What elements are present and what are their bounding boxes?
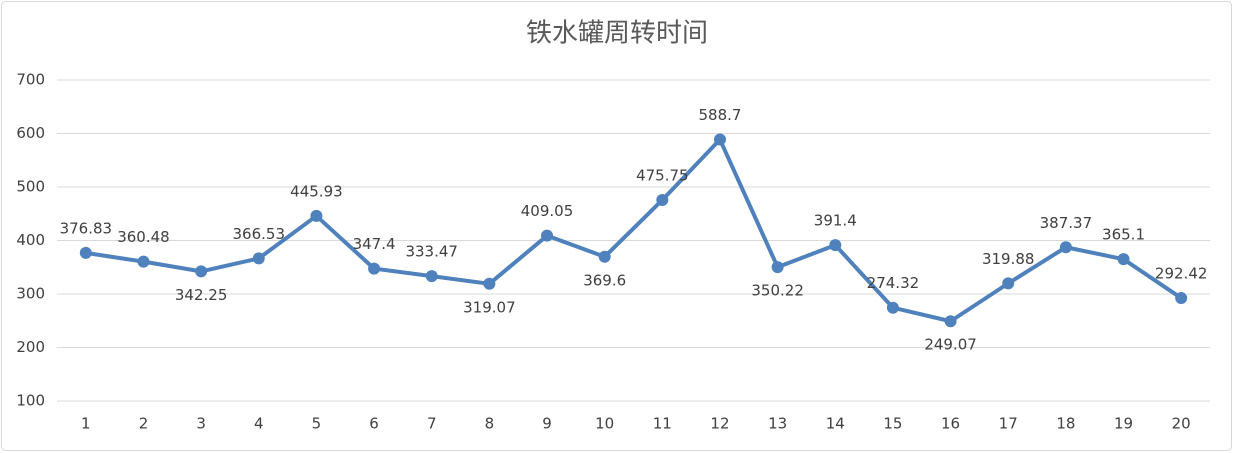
x-tick-label: 6 xyxy=(369,415,379,433)
y-tick-label: 500 xyxy=(16,178,45,196)
data-label: 376.83 xyxy=(60,219,113,237)
data-label: 365.1 xyxy=(1102,226,1145,244)
data-label: 391.4 xyxy=(814,212,857,230)
line xyxy=(85,137,1183,324)
marker xyxy=(886,301,899,314)
marker xyxy=(1175,292,1188,305)
data-label: 409.05 xyxy=(521,202,574,220)
data-label: 588.7 xyxy=(698,106,741,124)
x-tick-label: 19 xyxy=(1114,415,1133,433)
marker xyxy=(252,252,265,265)
x-tick-label: 20 xyxy=(1172,415,1191,433)
x-tick-label: 12 xyxy=(710,415,729,433)
x-tick-label: 7 xyxy=(427,415,437,433)
marker xyxy=(79,246,92,259)
x-tick-label: 4 xyxy=(254,415,264,433)
x-tick-label: 1 xyxy=(81,415,91,433)
y-tick-label: 700 xyxy=(16,71,45,89)
chart-title: 铁水罐周转时间 xyxy=(526,19,708,49)
marker xyxy=(195,265,208,278)
marker xyxy=(713,133,726,146)
x-tick-label: 3 xyxy=(196,415,206,433)
data-label: 347.4 xyxy=(353,235,396,253)
x-tick-label: 16 xyxy=(941,415,960,433)
x-tick-label: 2 xyxy=(139,415,149,433)
data-label: 274.32 xyxy=(867,274,920,292)
data-label: 319.07 xyxy=(463,298,516,316)
marker xyxy=(137,255,150,268)
data-label: 333.47 xyxy=(405,243,458,261)
marker xyxy=(483,277,496,290)
data-label: 350.22 xyxy=(751,282,804,300)
marker xyxy=(368,262,381,275)
x-tick-label: 8 xyxy=(485,415,495,433)
x-tick-label: 9 xyxy=(542,415,552,433)
x-tick-label: 14 xyxy=(826,415,845,433)
data-label: 366.53 xyxy=(233,225,286,243)
data-label: 249.07 xyxy=(924,336,977,354)
x-tick-label: 10 xyxy=(595,415,614,433)
data-label: 445.93 xyxy=(290,182,343,200)
x-tick-label: 18 xyxy=(1056,415,1075,433)
marker xyxy=(656,193,669,206)
y-tick-label: 400 xyxy=(16,231,45,249)
marker xyxy=(1002,277,1015,290)
marker xyxy=(310,209,323,222)
data-label: 319.88 xyxy=(982,250,1035,268)
marker xyxy=(944,315,957,328)
x-tick-label: 13 xyxy=(768,415,787,433)
marker xyxy=(1117,253,1130,266)
y-tick-label: 300 xyxy=(16,285,45,303)
marker xyxy=(829,239,842,252)
data-label: 342.25 xyxy=(175,286,228,304)
marker xyxy=(1059,241,1072,254)
y-tick-label: 200 xyxy=(16,338,45,356)
y-tick-label: 100 xyxy=(16,392,45,410)
x-tick-label: 17 xyxy=(999,415,1018,433)
marker xyxy=(541,229,554,242)
marker xyxy=(771,261,784,274)
data-label: 475.75 xyxy=(636,166,689,184)
y-tick-label: 600 xyxy=(16,124,45,142)
marker xyxy=(425,270,438,283)
data-label: 369.6 xyxy=(583,271,626,289)
data-label: 292.42 xyxy=(1155,265,1208,283)
x-tick-label: 11 xyxy=(653,415,672,433)
data-label: 360.48 xyxy=(117,228,170,246)
x-tick-label: 5 xyxy=(312,415,322,433)
data-label: 387.37 xyxy=(1040,214,1093,232)
x-tick-label: 15 xyxy=(883,415,902,433)
marker xyxy=(598,250,611,263)
